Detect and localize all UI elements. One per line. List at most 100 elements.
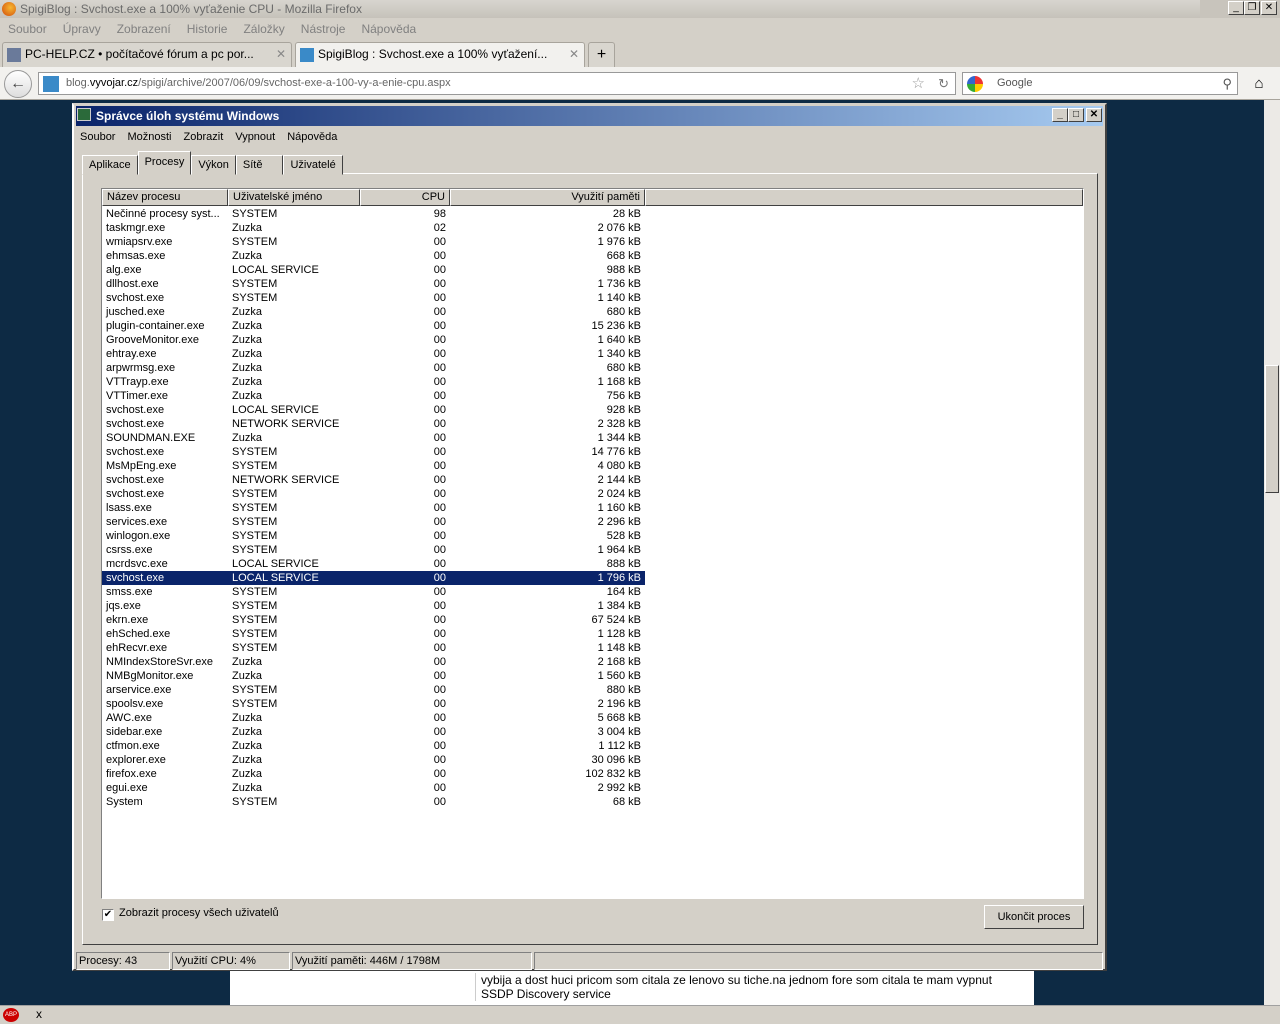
tab-procesy[interactable]: Procesy	[137, 151, 192, 175]
process-row[interactable]: lsass.exe SYSTEM 00 1 160 kB	[102, 501, 1083, 515]
close-tab-icon[interactable]: ✕	[568, 47, 579, 61]
tab-site[interactable]: Sítě	[235, 155, 284, 175]
show-all-users-label[interactable]: Zobrazit procesy všech uživatelů	[119, 907, 279, 919]
process-row[interactable]: services.exe SYSTEM 00 2 296 kB	[102, 515, 1083, 529]
menu-historie[interactable]: Historie	[186, 22, 228, 36]
menu-soubor[interactable]: Soubor	[8, 22, 47, 36]
url-path: /spigi/archive/2007/06/09/svchost-exe-a-…	[138, 77, 451, 89]
end-process-button[interactable]: Ukončit proces	[984, 905, 1084, 929]
adblock-icon[interactable]: ABP	[3, 1008, 19, 1022]
process-row[interactable]: ehRecvr.exe SYSTEM 00 1 148 kB	[102, 641, 1083, 655]
process-row[interactable]: svchost.exe LOCAL SERVICE 00 1 796 kB	[102, 571, 1083, 585]
process-row[interactable]: taskmgr.exe Zuzka 02 2 076 kB	[102, 221, 1083, 235]
tab-vykon[interactable]: Výkon	[191, 155, 236, 175]
process-row[interactable]: ehmsas.exe Zuzka 00 668 kB	[102, 249, 1083, 263]
menu-zobrazeni[interactable]: Zobrazení	[116, 22, 171, 36]
process-user: LOCAL SERVICE	[232, 404, 319, 416]
process-row[interactable]: MsMpEng.exe SYSTEM 00 4 080 kB	[102, 459, 1083, 473]
process-row[interactable]: sidebar.exe Zuzka 00 3 004 kB	[102, 725, 1083, 739]
process-row[interactable]: VTTrayp.exe Zuzka 00 1 168 kB	[102, 375, 1083, 389]
process-memory: 1 128 kB	[597, 628, 641, 640]
process-row[interactable]: explorer.exe Zuzka 00 30 096 kB	[102, 753, 1083, 767]
process-row[interactable]: winlogon.exe SYSTEM 00 528 kB	[102, 529, 1083, 543]
process-row[interactable]: smss.exe SYSTEM 00 164 kB	[102, 585, 1083, 599]
process-row[interactable]: AWC.exe Zuzka 00 5 668 kB	[102, 711, 1083, 725]
menu-napoveda[interactable]: Nápověda	[361, 22, 417, 36]
process-row[interactable]: NMIndexStoreSvr.exe Zuzka 00 2 168 kB	[102, 655, 1083, 669]
process-row[interactable]: svchost.exe SYSTEM 00 14 776 kB	[102, 445, 1083, 459]
back-button[interactable]: ←	[4, 70, 32, 98]
tm-menu-zobrazit[interactable]: Zobrazit	[183, 131, 224, 143]
column-header-user[interactable]: Uživatelské jméno	[228, 189, 360, 206]
process-row[interactable]: ctfmon.exe Zuzka 00 1 112 kB	[102, 739, 1083, 753]
process-row[interactable]: svchost.exe SYSTEM 00 1 140 kB	[102, 291, 1083, 305]
search-input[interactable]: Google ⚲	[962, 72, 1238, 95]
process-row[interactable]: ekrn.exe SYSTEM 00 67 524 kB	[102, 613, 1083, 627]
minimize-button[interactable]: _	[1228, 1, 1244, 15]
process-memory: 1 560 kB	[597, 670, 641, 682]
process-row[interactable]: ehSched.exe SYSTEM 00 1 128 kB	[102, 627, 1083, 641]
process-row[interactable]: svchost.exe NETWORK SERVICE 00 2 328 kB	[102, 417, 1083, 431]
home-button[interactable]: ⌂	[1254, 75, 1264, 92]
process-memory: 2 024 kB	[597, 488, 641, 500]
process-row[interactable]: csrss.exe SYSTEM 00 1 964 kB	[102, 543, 1083, 557]
process-row[interactable]: spoolsv.exe SYSTEM 00 2 196 kB	[102, 697, 1083, 711]
process-row[interactable]: egui.exe Zuzka 00 2 992 kB	[102, 781, 1083, 795]
process-row[interactable]: System SYSTEM 00 68 kB	[102, 795, 1083, 809]
process-row[interactable]: svchost.exe LOCAL SERVICE 00 928 kB	[102, 403, 1083, 417]
restore-button[interactable]: ❐	[1244, 1, 1260, 15]
process-cpu: 00	[433, 726, 446, 738]
tm-menu-moznosti[interactable]: Možnosti	[127, 131, 172, 143]
process-row[interactable]: SOUNDMAN.EXE Zuzka 00 1 344 kB	[102, 431, 1083, 445]
tm-menu-vypnout[interactable]: Vypnout	[235, 131, 276, 143]
menu-bar: Soubor Úpravy Zobrazení Historie Záložky…	[0, 18, 1280, 40]
process-row[interactable]: alg.exe LOCAL SERVICE 00 988 kB	[102, 263, 1083, 277]
url-bar[interactable]: blog.vyvojar.cz/spigi/archive/2007/06/09…	[38, 72, 956, 95]
menu-nastroje[interactable]: Nástroje	[300, 22, 346, 36]
new-tab-button[interactable]: +	[588, 42, 615, 67]
tm-maximize-button[interactable]: □	[1068, 108, 1084, 122]
process-row[interactable]: wmiapsrv.exe SYSTEM 00 1 976 kB	[102, 235, 1083, 249]
process-row[interactable]: NMBgMonitor.exe Zuzka 00 1 560 kB	[102, 669, 1083, 683]
tm-minimize-button[interactable]: _	[1052, 108, 1068, 122]
tm-menu-soubor[interactable]: Soubor	[80, 131, 116, 143]
process-row[interactable]: jqs.exe SYSTEM 00 1 384 kB	[102, 599, 1083, 613]
process-row[interactable]: jusched.exe Zuzka 00 680 kB	[102, 305, 1083, 319]
process-row[interactable]: GrooveMonitor.exe Zuzka 00 1 640 kB	[102, 333, 1083, 347]
column-header-name[interactable]: Název procesu	[102, 189, 228, 206]
process-user: SYSTEM	[232, 292, 278, 304]
search-icon[interactable]: ⚲	[1222, 76, 1232, 91]
column-header-memory[interactable]: Využití paměti	[450, 189, 645, 206]
bookmark-star-icon[interactable]: ☆	[911, 75, 925, 92]
process-row[interactable]: VTTimer.exe Zuzka 00 756 kB	[102, 389, 1083, 403]
process-row[interactable]: svchost.exe SYSTEM 00 2 024 kB	[102, 487, 1083, 501]
reload-icon[interactable]: ↻	[938, 76, 949, 91]
column-header-cpu[interactable]: CPU	[360, 189, 450, 206]
process-list[interactable]: Název procesu Uživatelské jméno CPU Využ…	[101, 188, 1084, 899]
vertical-scrollbar[interactable]	[1264, 100, 1280, 1005]
close-tab-icon[interactable]: ✕	[275, 47, 286, 61]
process-cpu: 00	[433, 264, 446, 276]
show-all-users-checkbox[interactable]: ✔	[102, 909, 114, 921]
tm-close-button[interactable]: ✕	[1086, 108, 1102, 122]
process-row[interactable]: firefox.exe Zuzka 00 102 832 kB	[102, 767, 1083, 781]
menu-zalozky[interactable]: Záložky	[243, 22, 285, 36]
tab-aplikace[interactable]: Aplikace	[82, 155, 138, 175]
process-row[interactable]: dllhost.exe SYSTEM 00 1 736 kB	[102, 277, 1083, 291]
process-row[interactable]: svchost.exe NETWORK SERVICE 00 2 144 kB	[102, 473, 1083, 487]
process-memory: 2 196 kB	[597, 698, 641, 710]
tab-pc-help[interactable]: PC-HELP.CZ • počítačové fórum a pc por..…	[2, 42, 292, 67]
process-row[interactable]: plugin-container.exe Zuzka 00 15 236 kB	[102, 319, 1083, 333]
process-row[interactable]: Nečinné procesy syst... SYSTEM 98 28 kB	[102, 207, 1083, 221]
close-addon-bar-button[interactable]: x	[36, 1007, 42, 1021]
menu-upravy[interactable]: Úpravy	[62, 22, 101, 36]
process-row[interactable]: arservice.exe SYSTEM 00 880 kB	[102, 683, 1083, 697]
process-row[interactable]: arpwrmsg.exe Zuzka 00 680 kB	[102, 361, 1083, 375]
tab-spigiblog[interactable]: SpigiBlog : Svchost.exe a 100% vyťažení.…	[295, 42, 585, 67]
tab-uzivatele[interactable]: Uživatelé	[283, 155, 343, 175]
tm-menu-napoveda[interactable]: Nápověda	[287, 131, 338, 143]
process-row[interactable]: ehtray.exe Zuzka 00 1 340 kB	[102, 347, 1083, 361]
scrollbar-thumb[interactable]	[1265, 365, 1279, 493]
close-button[interactable]: ✕	[1261, 1, 1277, 15]
process-row[interactable]: mcrdsvc.exe LOCAL SERVICE 00 888 kB	[102, 557, 1083, 571]
